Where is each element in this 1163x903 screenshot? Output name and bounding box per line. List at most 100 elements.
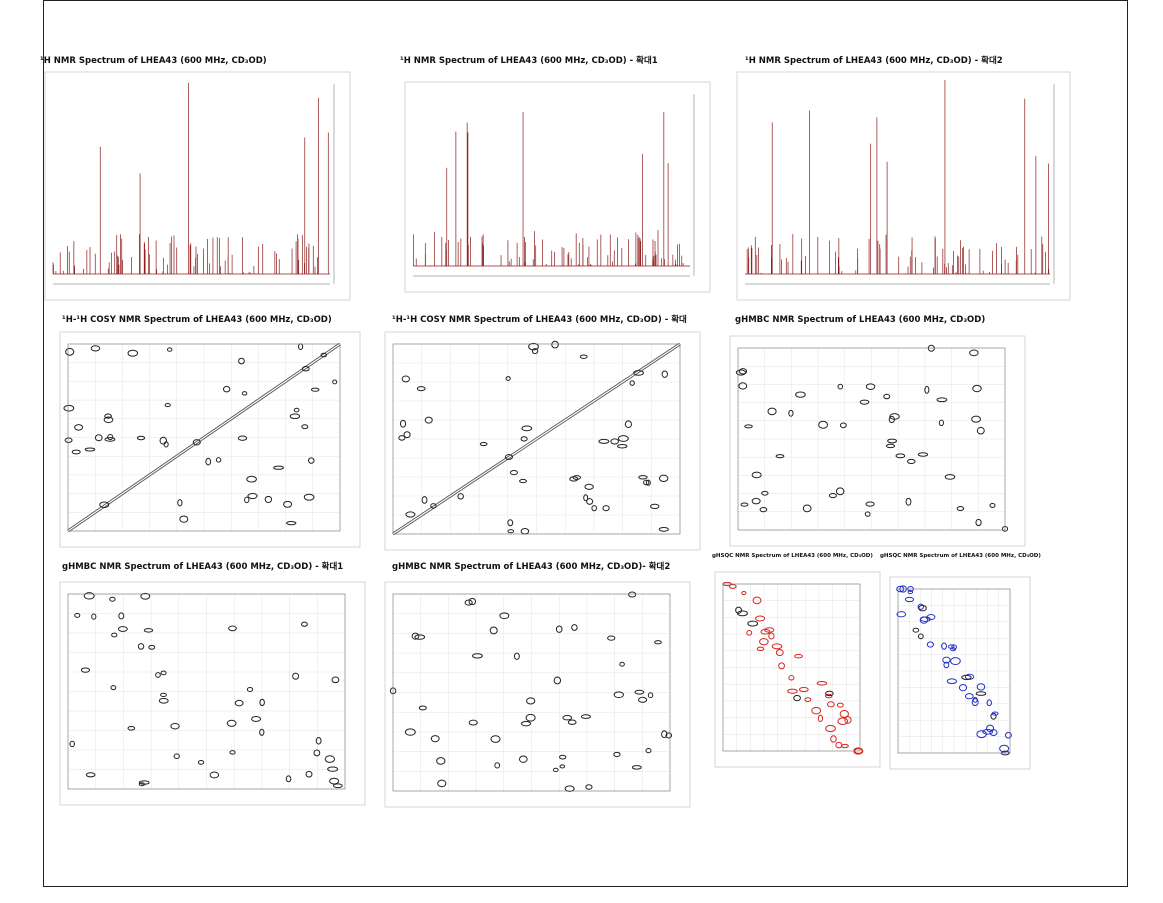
cross-peak — [919, 616, 929, 624]
cross-peak — [638, 475, 648, 480]
cross-peak — [327, 766, 339, 772]
cross-peak — [143, 628, 154, 633]
cross-peak — [887, 438, 898, 444]
cross-peak — [551, 340, 559, 349]
cross-peak — [110, 685, 117, 691]
cross-peak — [788, 409, 794, 417]
cross-peak — [941, 642, 947, 650]
cross-peak — [403, 431, 411, 439]
cross-peak — [613, 691, 624, 699]
plot-area — [737, 347, 1006, 531]
plot-area — [897, 588, 1011, 754]
plot-area — [392, 593, 671, 792]
cross-peak — [94, 434, 103, 442]
cross-peak — [764, 627, 775, 633]
cross-peak — [818, 420, 829, 429]
cross-peak — [562, 715, 573, 721]
cross-peak — [661, 370, 668, 378]
cross-peak — [752, 596, 762, 605]
cross-peak — [457, 493, 464, 500]
cross-peak — [917, 633, 924, 640]
cross-peak — [74, 424, 84, 431]
cross-peak — [521, 425, 533, 432]
cross-peak — [917, 603, 925, 610]
cross-peak — [825, 724, 836, 733]
cross-peak — [499, 612, 510, 620]
cross-peak — [938, 419, 945, 427]
cross-peak — [840, 743, 849, 749]
cross-peak — [944, 474, 956, 480]
cross-peak — [479, 442, 488, 447]
panel-title: ¹H NMR Spectrum of LHEA43 (600 MHz, CD₃O… — [745, 55, 1003, 66]
spectrum-image — [59, 581, 366, 806]
cross-peak — [918, 604, 927, 612]
cross-peak — [437, 779, 447, 788]
cross-peak — [969, 349, 979, 357]
cross-peak — [205, 457, 212, 466]
cross-peak — [948, 644, 955, 649]
panel-title: gHMBC NMR Spectrum of LHEA43 (600 MHz, C… — [735, 315, 985, 325]
cross-peak — [118, 612, 125, 620]
cross-peak — [247, 492, 258, 500]
spectrum-image — [714, 571, 881, 768]
cross-peak — [155, 672, 161, 678]
cross-peak — [83, 592, 95, 600]
cross-peak — [468, 597, 477, 606]
cross-peak — [912, 627, 920, 633]
cross-peak — [804, 697, 812, 702]
cross-peak — [647, 692, 654, 699]
spectrum-image — [59, 331, 361, 548]
spectrum-frame — [714, 571, 881, 768]
cross-peak — [617, 435, 629, 442]
cross-peak — [610, 438, 619, 445]
cross-peak — [226, 719, 237, 727]
cross-peak — [917, 452, 929, 457]
cross-peak — [835, 487, 845, 496]
cross-peak — [628, 591, 637, 598]
cross-peak — [802, 504, 812, 513]
cross-peak — [104, 437, 116, 442]
cross-peak — [569, 476, 579, 482]
cross-peak — [504, 454, 514, 460]
cross-peak — [525, 713, 536, 722]
cross-peak — [107, 433, 114, 441]
cross-peak — [579, 354, 588, 359]
cross-peak — [975, 691, 987, 696]
cross-peak — [404, 728, 416, 736]
panel-title: ¹H NMR Spectrum of LHEA43 (600 MHz, CD₃O… — [40, 56, 267, 66]
cross-peak — [740, 502, 749, 507]
cross-peak — [140, 592, 151, 600]
cross-peak — [520, 720, 532, 727]
cross-peak — [907, 458, 916, 465]
cross-peak — [520, 436, 528, 442]
cross-peak — [580, 714, 591, 719]
cross-peak — [229, 750, 236, 755]
cross-peak — [90, 345, 101, 352]
cross-peak — [583, 494, 589, 502]
cross-peak — [127, 349, 139, 357]
cross-peak — [430, 503, 437, 509]
cross-peak — [946, 678, 958, 685]
cross-peak — [572, 475, 582, 480]
cross-peak — [528, 342, 539, 351]
cross-peak — [943, 661, 950, 669]
cross-peak — [965, 693, 974, 700]
cross-peak — [794, 653, 803, 659]
cross-peak — [586, 498, 594, 505]
cross-peak — [989, 729, 998, 737]
cross-peak — [951, 644, 957, 650]
panel-title: ¹H-¹H COSY NMR Spectrum of LHEA43 (600 M… — [392, 314, 687, 325]
cross-peak — [775, 649, 784, 657]
plot-area — [67, 593, 346, 790]
cross-peak — [591, 505, 597, 512]
cross-peak — [756, 646, 765, 651]
cross-peak — [926, 641, 934, 648]
cross-peak — [793, 694, 801, 702]
cross-peak — [624, 420, 633, 429]
plot-area — [392, 343, 681, 535]
spectrum-image — [729, 335, 1026, 547]
spectrum-frame — [889, 576, 1031, 770]
cross-peak — [519, 478, 528, 484]
